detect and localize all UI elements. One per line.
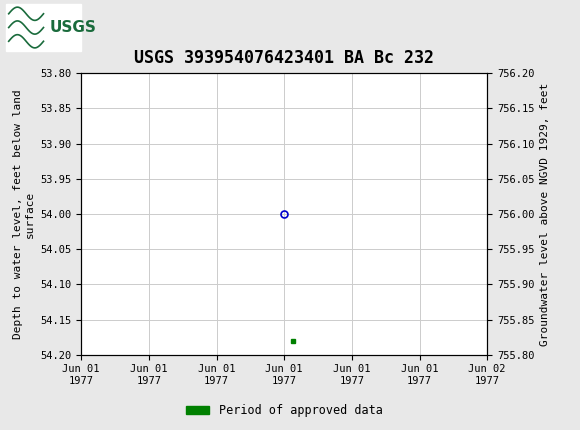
Y-axis label: Groundwater level above NGVD 1929, feet: Groundwater level above NGVD 1929, feet — [540, 82, 550, 346]
Text: USGS: USGS — [49, 20, 96, 35]
Text: USGS 393954076423401 BA Bc 232: USGS 393954076423401 BA Bc 232 — [134, 49, 434, 67]
Y-axis label: Depth to water level, feet below land
surface: Depth to water level, feet below land su… — [13, 89, 35, 339]
FancyBboxPatch shape — [6, 4, 81, 51]
Legend: Period of approved data: Period of approved data — [181, 399, 387, 422]
